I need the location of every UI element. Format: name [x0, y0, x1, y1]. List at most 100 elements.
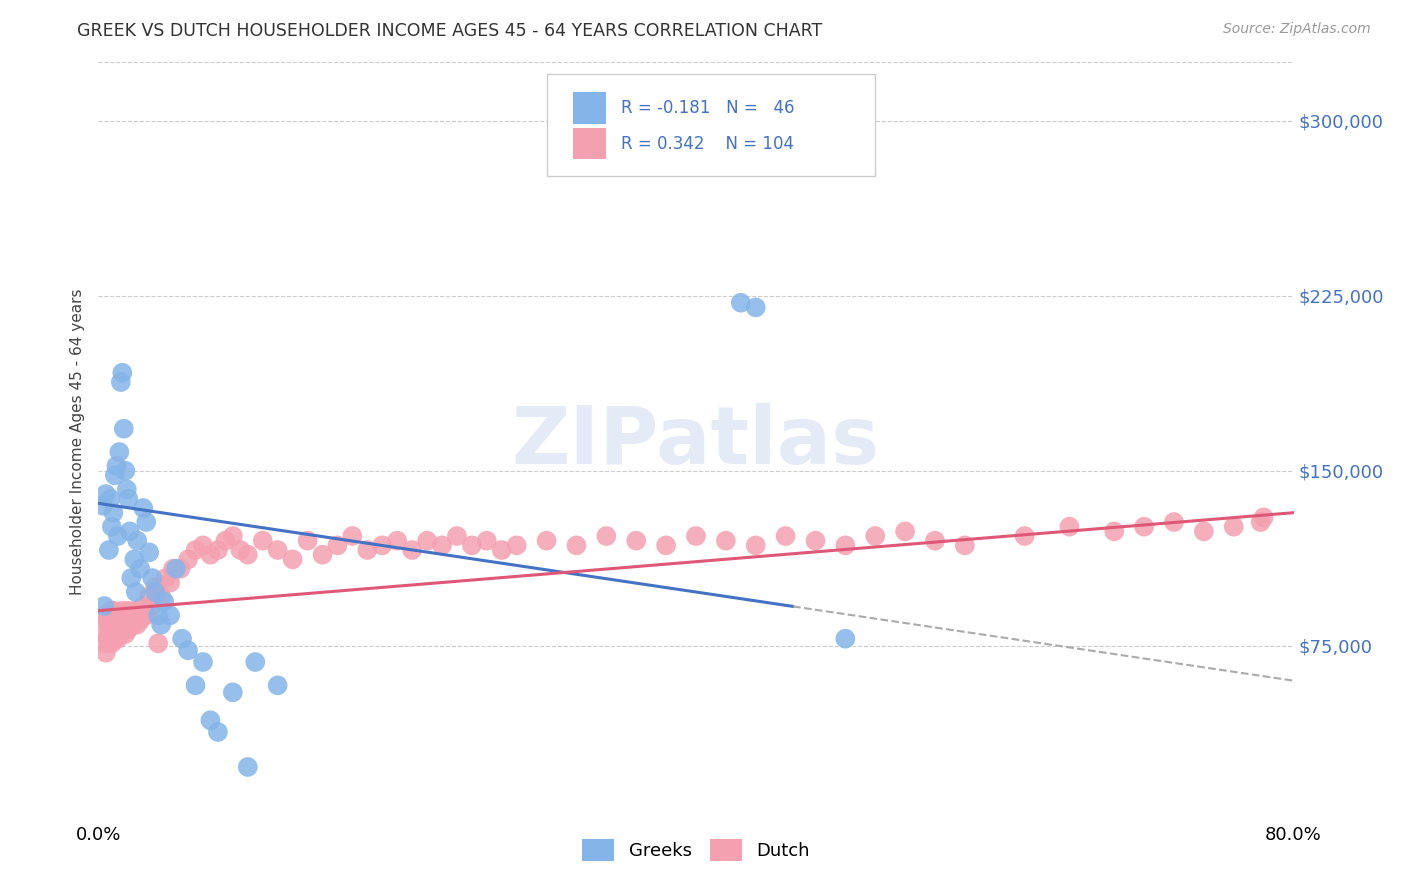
Point	[148, 585, 170, 599]
Text: GREEK VS DUTCH HOUSEHOLDER INCOME AGES 45 - 64 YEARS CORRELATION CHART: GREEK VS DUTCH HOUSEHOLDER INCOME AGES 4…	[77, 22, 823, 40]
Point	[169, 562, 191, 576]
Point	[91, 499, 114, 513]
Point	[1104, 524, 1126, 539]
Point	[924, 533, 946, 548]
Point	[1223, 519, 1246, 533]
Point	[714, 533, 737, 548]
Point	[834, 538, 856, 552]
Point	[132, 608, 155, 623]
Point	[775, 529, 797, 543]
Point	[128, 608, 150, 623]
Point	[565, 538, 588, 552]
Point	[222, 529, 245, 543]
Point	[112, 608, 135, 623]
Point	[401, 543, 423, 558]
FancyBboxPatch shape	[547, 74, 876, 177]
Point	[491, 543, 513, 558]
Point	[103, 506, 125, 520]
Point	[245, 655, 267, 669]
Point	[111, 617, 134, 632]
Point	[111, 604, 134, 618]
Point	[207, 725, 229, 739]
Point	[112, 422, 135, 436]
Point	[150, 590, 173, 604]
Point	[506, 538, 529, 552]
Point	[135, 515, 157, 529]
Point	[143, 580, 166, 594]
Point	[103, 623, 125, 637]
Point	[1253, 510, 1275, 524]
Point	[101, 636, 124, 650]
Point	[155, 571, 177, 585]
Point	[124, 552, 146, 566]
Point	[114, 627, 136, 641]
Point	[153, 594, 176, 608]
Point	[222, 685, 245, 699]
Point	[200, 714, 222, 728]
Point	[108, 608, 131, 623]
Point	[461, 538, 484, 552]
Legend: Greeks, Dutch: Greeks, Dutch	[575, 832, 817, 869]
Point	[97, 617, 120, 632]
Point	[141, 599, 163, 613]
Text: R = 0.342    N = 104: R = 0.342 N = 104	[620, 135, 793, 153]
Point	[595, 529, 617, 543]
Point	[536, 533, 558, 548]
Point	[184, 543, 207, 558]
Point	[104, 632, 127, 646]
Point	[117, 623, 139, 637]
Point	[311, 548, 333, 562]
Point	[125, 604, 148, 618]
Point	[150, 617, 173, 632]
Point	[118, 613, 141, 627]
Point	[138, 545, 160, 559]
Point	[104, 617, 127, 632]
Point	[117, 604, 139, 618]
Point	[118, 524, 141, 539]
Point	[475, 533, 498, 548]
Point	[91, 623, 114, 637]
Text: Source: ZipAtlas.com: Source: ZipAtlas.com	[1223, 22, 1371, 37]
Point	[105, 458, 128, 473]
Point	[177, 643, 200, 657]
Point	[191, 655, 214, 669]
Point	[93, 599, 115, 613]
Point	[94, 487, 117, 501]
Point	[730, 295, 752, 310]
Text: ZIPatlas: ZIPatlas	[512, 402, 880, 481]
Point	[1014, 529, 1036, 543]
Point	[385, 533, 409, 548]
Point	[834, 632, 856, 646]
Point	[114, 613, 136, 627]
Point	[103, 604, 125, 618]
Point	[191, 538, 214, 552]
Point	[267, 678, 290, 692]
Point	[894, 524, 917, 539]
Point	[626, 533, 648, 548]
Point	[101, 519, 124, 533]
Point	[115, 617, 138, 632]
Point	[745, 301, 768, 315]
Point	[98, 627, 122, 641]
Point	[297, 533, 319, 548]
Point	[125, 585, 148, 599]
Point	[110, 375, 132, 389]
Point	[107, 529, 129, 543]
Point	[108, 445, 131, 459]
Point	[127, 533, 149, 548]
Point	[105, 608, 128, 623]
Point	[281, 552, 304, 566]
Point	[326, 538, 349, 552]
Point	[200, 548, 222, 562]
Point	[162, 562, 184, 576]
Point	[1250, 515, 1272, 529]
Point	[94, 608, 117, 623]
Point	[214, 533, 236, 548]
Point	[105, 627, 128, 641]
Bar	[572, 92, 606, 124]
Point	[236, 760, 259, 774]
Point	[745, 538, 768, 552]
Point	[229, 543, 252, 558]
Point	[1163, 515, 1185, 529]
Point	[446, 529, 468, 543]
